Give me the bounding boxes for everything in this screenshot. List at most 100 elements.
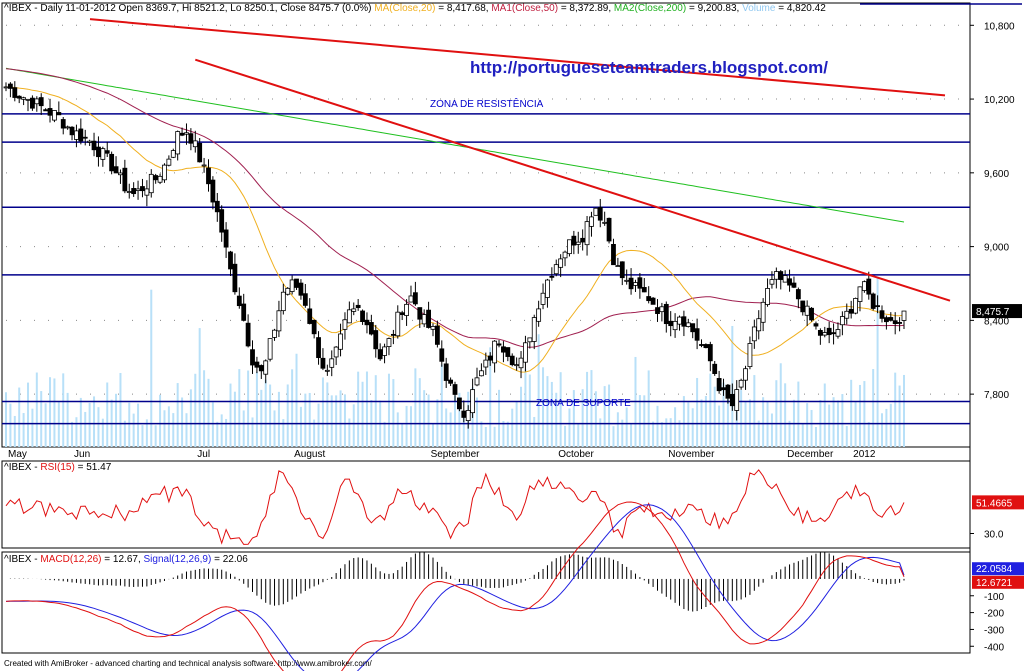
candle-body (875, 305, 880, 308)
volume-bar (172, 413, 175, 447)
volume-bar (194, 373, 197, 447)
candle-body (892, 320, 898, 325)
candle-body (302, 293, 308, 306)
volume-bar (22, 413, 25, 447)
candle-body (364, 319, 370, 326)
volume-bar (251, 417, 254, 447)
candle-body (514, 364, 520, 367)
volume-bar (454, 395, 456, 447)
candle-body (360, 310, 365, 323)
candle-body (540, 292, 546, 305)
candle-body (232, 263, 238, 293)
candle-body (412, 292, 418, 305)
candle-body (166, 158, 172, 166)
candle-body (549, 275, 555, 278)
volume-bar (476, 397, 479, 447)
volume-bar (766, 401, 769, 447)
macd-value-tag-label: 12.6721 (976, 578, 1013, 589)
resistance-zone-label: ZONA DE RESISTÊNCIA (430, 99, 544, 110)
volume-bar (832, 397, 835, 447)
volume-bar (537, 334, 540, 447)
candle-body (672, 320, 678, 331)
candle-body (285, 287, 291, 295)
candle-body (901, 310, 907, 321)
volume-bar (810, 409, 813, 447)
candle-body (289, 279, 295, 292)
volume-bar (630, 423, 633, 447)
volume-bar (458, 392, 461, 447)
last-price-tag-label: 8,475.7 (976, 307, 1010, 318)
candle-body (104, 150, 110, 154)
volume-bar (66, 392, 69, 447)
candle-body (135, 188, 141, 191)
candle-body (611, 243, 616, 266)
volume-label: Volume (742, 3, 776, 14)
candle-body (390, 333, 396, 336)
candle-body (96, 146, 101, 158)
candle-body (659, 306, 665, 313)
candle-body (483, 359, 489, 368)
volume-bar (361, 381, 364, 447)
volume-bar (189, 389, 192, 447)
candle-body (778, 271, 784, 280)
volume-bar (374, 375, 377, 447)
candle-body (184, 132, 189, 135)
volume-bar (88, 402, 91, 447)
volume-bar (167, 406, 170, 447)
x-tick-label: December (787, 449, 834, 460)
candle-body (628, 277, 634, 290)
candle-body (452, 384, 458, 395)
candle-body (848, 308, 854, 314)
volume-bar (480, 421, 483, 447)
ma50-line (5, 68, 905, 348)
candle-body (760, 301, 766, 323)
rsi-header-prefix: ^IBEX - (4, 462, 41, 473)
volume-bar (220, 414, 223, 447)
volume-bar (542, 367, 545, 447)
ma50-value: = 8,372.89, (560, 3, 612, 14)
candle-body (30, 97, 35, 109)
rsi-label: RSI(15) (40, 462, 75, 473)
volume-bar (696, 377, 699, 447)
blog-url: http://portugueseteamtraders.blogspot.co… (470, 58, 828, 77)
candle-body (795, 289, 801, 300)
volume-bar (885, 408, 888, 447)
candle-body (800, 300, 806, 313)
volume-bar (687, 402, 690, 447)
volume-bar (313, 419, 316, 447)
volume-bar (154, 425, 157, 447)
macd-label: MACD(12,26) (40, 554, 102, 565)
volume-bar (498, 389, 501, 447)
volume-bar (823, 383, 826, 447)
volume-bar (31, 408, 34, 447)
volume-bar (616, 412, 619, 447)
volume-bar (392, 379, 395, 447)
volume-bar (330, 395, 333, 447)
volume-bar (572, 390, 575, 447)
candle-body (738, 379, 744, 388)
candle-body (663, 303, 669, 325)
candle-body (258, 365, 264, 372)
volume-bar (555, 392, 558, 447)
x-tick-label: Jul (197, 449, 210, 460)
candle-body (404, 303, 409, 316)
volume-bar (343, 394, 346, 447)
x-tick-label: Jun (74, 449, 90, 460)
volume-bar (101, 418, 104, 447)
candle-body (765, 288, 770, 305)
volume-bar (511, 408, 514, 447)
candle-body (430, 326, 436, 330)
candle-body (74, 130, 79, 140)
candle-body (47, 108, 53, 116)
candle-body (60, 119, 66, 129)
candle-body (276, 310, 282, 332)
volume-bar (13, 415, 16, 447)
volume-bar (176, 383, 179, 447)
volume-bar (713, 386, 716, 447)
candle-body (188, 133, 194, 144)
candle-body (756, 318, 762, 332)
volume-bar (277, 391, 280, 447)
main-panel-header: ^IBEX - Daily 11-01-2012 Open 8369.7, Hi… (4, 3, 826, 14)
candle-body (82, 136, 88, 139)
candle-body (817, 329, 823, 336)
